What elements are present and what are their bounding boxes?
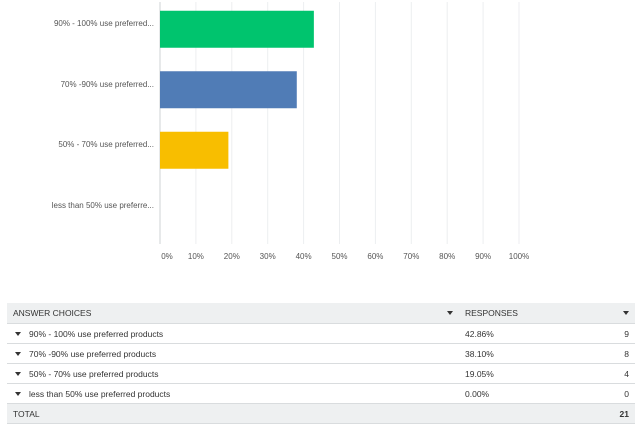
- expand-caret-icon[interactable]: [15, 332, 21, 337]
- percent-cell: 19.05%: [459, 363, 575, 384]
- sort-caret-icon[interactable]: [447, 311, 453, 315]
- choice-cell[interactable]: 50% - 70% use preferred products: [7, 363, 459, 384]
- expand-caret-icon[interactable]: [15, 392, 21, 397]
- responses-table: ANSWER CHOICES RESPONSES 90% - 100% use …: [7, 303, 635, 424]
- responses-header[interactable]: RESPONSES: [459, 303, 635, 324]
- x-tick-label: 80%: [439, 252, 456, 261]
- count-cell: 9: [574, 323, 635, 344]
- choice-cell[interactable]: less than 50% use preferred products: [7, 383, 459, 404]
- x-tick-label: 0%: [161, 252, 173, 261]
- x-tick-label: 20%: [223, 252, 240, 261]
- bar[interactable]: [160, 10, 314, 48]
- sort-caret-icon[interactable]: [623, 311, 629, 315]
- table-row: 70% -90% use preferred products 38.10% 8: [7, 343, 635, 364]
- x-tick-label: 100%: [508, 252, 530, 261]
- expand-caret-icon[interactable]: [15, 372, 21, 377]
- category-label: 70% -90% use preferred...: [60, 79, 154, 89]
- count-cell: 8: [574, 343, 635, 364]
- total-row: TOTAL 21: [7, 403, 635, 424]
- choice-label: less than 50% use preferred products: [29, 388, 171, 399]
- choice-cell[interactable]: 70% -90% use preferred products: [7, 343, 459, 364]
- x-tick-label: 60%: [367, 252, 384, 261]
- choice-label: 70% -90% use preferred products: [29, 348, 157, 359]
- x-tick-label: 10%: [187, 252, 204, 261]
- x-tick-label: 50%: [331, 252, 348, 261]
- table-row: less than 50% use preferred products 0.00…: [7, 383, 635, 404]
- percent-cell: 38.10%: [459, 343, 575, 364]
- answer-choices-header-label: ANSWER CHOICES: [13, 308, 92, 318]
- expand-caret-icon[interactable]: [15, 352, 21, 357]
- x-tick-label: 30%: [259, 252, 276, 261]
- choice-label: 90% - 100% use preferred products: [29, 328, 164, 339]
- count-cell: 0: [574, 383, 635, 404]
- bar-chart: [159, 2, 520, 244]
- category-label: 50% - 70% use preferred...: [58, 140, 154, 150]
- count-cell: 4: [574, 363, 635, 384]
- category-label: less than 50% use preferre...: [51, 200, 154, 210]
- percent-cell: 42.86%: [459, 323, 575, 344]
- category-label: 90% - 100% use preferred...: [53, 19, 154, 29]
- x-tick-label: 90%: [475, 252, 492, 261]
- x-tick-label: 40%: [295, 252, 312, 261]
- bar[interactable]: [160, 131, 229, 169]
- table-row: 50% - 70% use preferred products 19.05% 4: [7, 363, 635, 384]
- x-tick-label: 70%: [403, 252, 420, 261]
- total-label: TOTAL: [7, 403, 459, 424]
- choice-label: 50% - 70% use preferred products: [29, 368, 159, 379]
- answer-choices-header[interactable]: ANSWER CHOICES: [7, 303, 459, 324]
- choice-cell[interactable]: 90% - 100% use preferred products: [7, 323, 459, 344]
- percent-cell: 0.00%: [459, 383, 575, 404]
- bar[interactable]: [160, 71, 297, 109]
- responses-header-label: RESPONSES: [465, 308, 518, 318]
- table-row: 90% - 100% use preferred products 42.86% 9: [7, 323, 635, 344]
- total-count: 21: [574, 403, 635, 424]
